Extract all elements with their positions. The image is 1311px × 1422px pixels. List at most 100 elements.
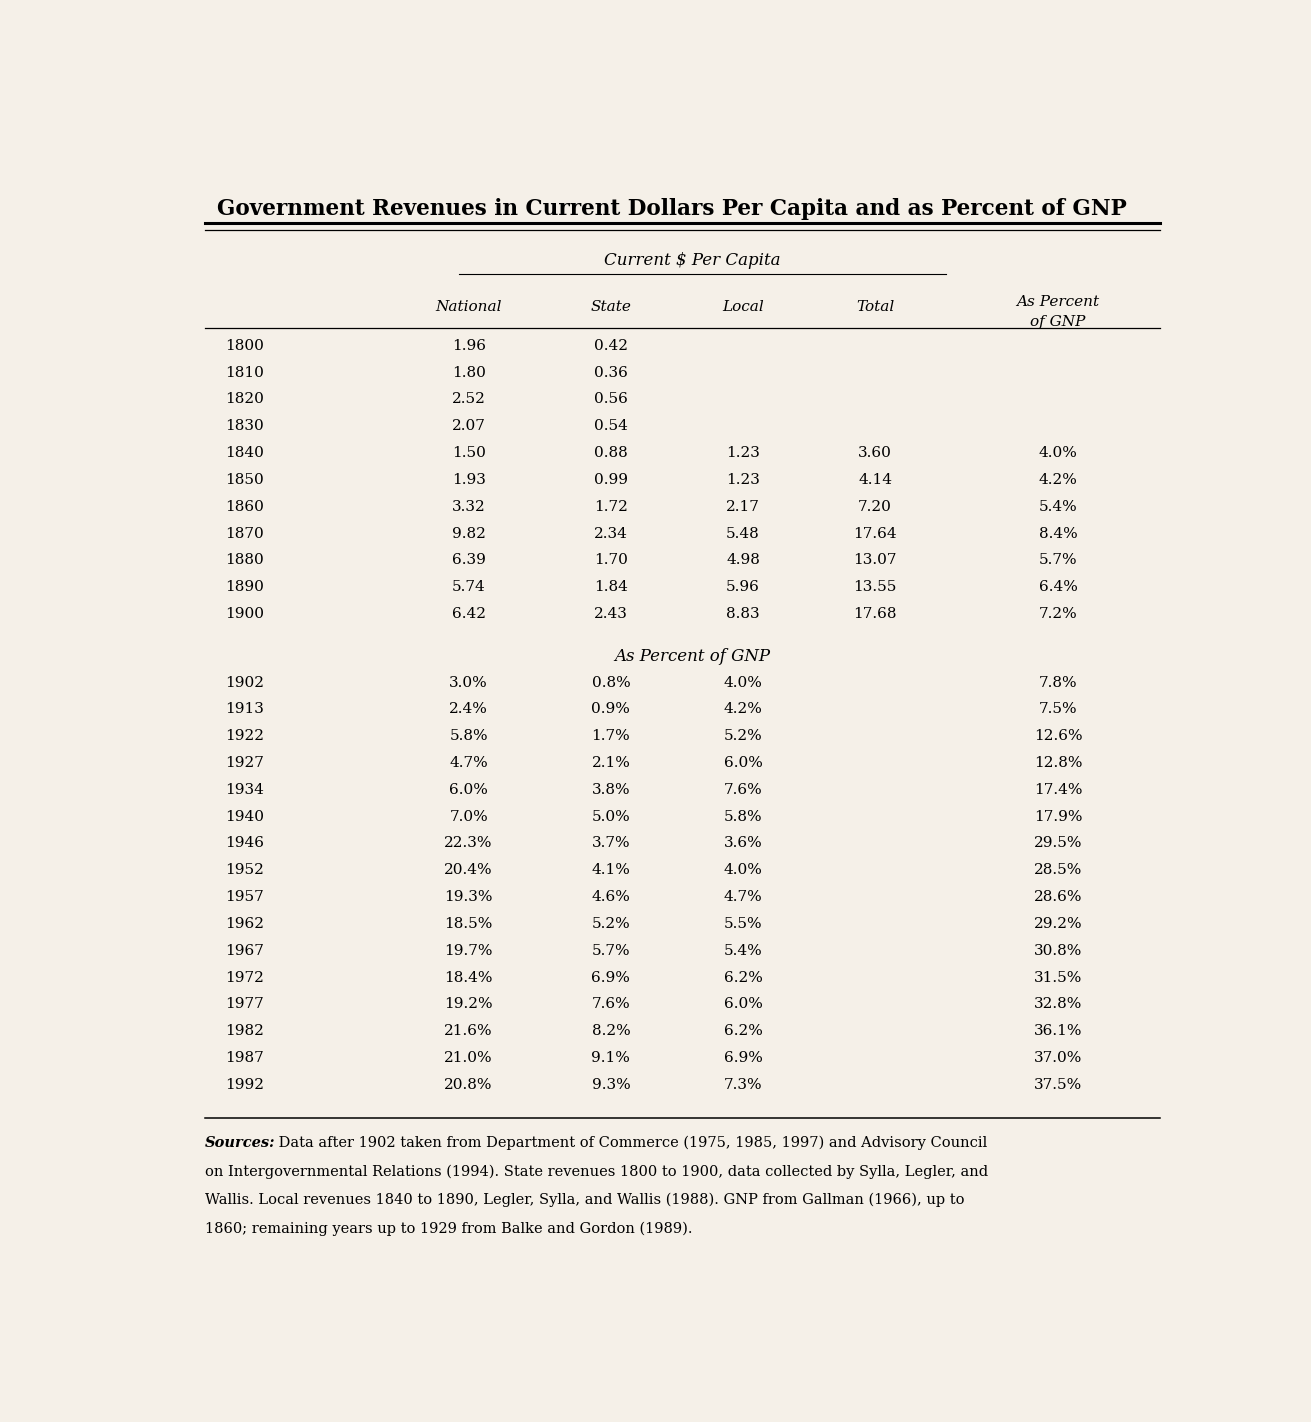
Text: Total: Total [856, 300, 894, 314]
Text: 6.42: 6.42 [452, 607, 485, 621]
Text: 31.5%: 31.5% [1034, 971, 1082, 984]
Text: 1977: 1977 [225, 997, 264, 1011]
Text: 37.5%: 37.5% [1034, 1078, 1082, 1092]
Text: 5.74: 5.74 [452, 580, 485, 594]
Text: 1870: 1870 [225, 526, 264, 540]
Text: 8.4%: 8.4% [1038, 526, 1078, 540]
Text: 1940: 1940 [225, 809, 264, 823]
Text: 1927: 1927 [225, 757, 264, 769]
Text: 1922: 1922 [225, 729, 264, 744]
Text: 6.2%: 6.2% [724, 971, 763, 984]
Text: 8.83: 8.83 [726, 607, 760, 621]
Text: 17.64: 17.64 [853, 526, 897, 540]
Text: 1810: 1810 [225, 365, 264, 380]
Text: 6.0%: 6.0% [724, 757, 763, 769]
Text: 29.2%: 29.2% [1033, 917, 1083, 931]
Text: 8.2%: 8.2% [591, 1024, 631, 1038]
Text: 18.5%: 18.5% [444, 917, 493, 931]
Text: 5.8%: 5.8% [724, 809, 762, 823]
Text: 6.0%: 6.0% [450, 784, 488, 796]
Text: 1.7%: 1.7% [591, 729, 631, 744]
Text: 5.2%: 5.2% [591, 917, 631, 931]
Text: 1987: 1987 [225, 1051, 264, 1065]
Text: 7.3%: 7.3% [724, 1078, 762, 1092]
Text: 1.70: 1.70 [594, 553, 628, 567]
Text: 6.0%: 6.0% [724, 997, 763, 1011]
Text: 7.8%: 7.8% [1038, 675, 1078, 690]
Text: 4.1%: 4.1% [591, 863, 631, 877]
Text: 2.34: 2.34 [594, 526, 628, 540]
Text: 13.07: 13.07 [853, 553, 897, 567]
Text: As Percent: As Percent [1016, 296, 1100, 310]
Text: 1902: 1902 [225, 675, 264, 690]
Text: 36.1%: 36.1% [1034, 1024, 1082, 1038]
Text: 5.7%: 5.7% [1038, 553, 1078, 567]
Text: 0.54: 0.54 [594, 419, 628, 434]
Text: 1.80: 1.80 [452, 365, 485, 380]
Text: 4.98: 4.98 [726, 553, 760, 567]
Text: 1913: 1913 [225, 702, 264, 717]
Text: 0.36: 0.36 [594, 365, 628, 380]
Text: 0.8%: 0.8% [591, 675, 631, 690]
Text: 1946: 1946 [225, 836, 264, 850]
Text: Data after 1902 taken from Department of Commerce (1975, 1985, 1997) and Advisor: Data after 1902 taken from Department of… [274, 1136, 987, 1150]
Text: Local: Local [722, 300, 764, 314]
Text: 12.8%: 12.8% [1034, 757, 1082, 769]
Text: 2.4%: 2.4% [450, 702, 488, 717]
Text: 6.39: 6.39 [452, 553, 485, 567]
Text: 7.2%: 7.2% [1038, 607, 1078, 621]
Text: As Percent of GNP: As Percent of GNP [615, 648, 770, 664]
Text: 4.0%: 4.0% [724, 863, 763, 877]
Text: 32.8%: 32.8% [1034, 997, 1082, 1011]
Text: 1962: 1962 [225, 917, 264, 931]
Text: 2.52: 2.52 [452, 392, 485, 407]
Text: 7.6%: 7.6% [724, 784, 763, 796]
Text: 5.96: 5.96 [726, 580, 760, 594]
Text: Current $ Per Capita: Current $ Per Capita [604, 252, 780, 269]
Text: 1880: 1880 [225, 553, 264, 567]
Text: 1860: 1860 [225, 499, 264, 513]
Text: 6.9%: 6.9% [724, 1051, 763, 1065]
Text: 5.5%: 5.5% [724, 917, 762, 931]
Text: 4.7%: 4.7% [450, 757, 488, 769]
Text: 4.6%: 4.6% [591, 890, 631, 904]
Text: 5.4%: 5.4% [1038, 499, 1078, 513]
Text: 28.5%: 28.5% [1034, 863, 1082, 877]
Text: 37.0%: 37.0% [1034, 1051, 1082, 1065]
Text: 1957: 1957 [225, 890, 264, 904]
Text: 1.93: 1.93 [452, 474, 485, 486]
Text: 28.6%: 28.6% [1034, 890, 1082, 904]
Text: 22.3%: 22.3% [444, 836, 493, 850]
Text: 1890: 1890 [225, 580, 264, 594]
Text: 9.3%: 9.3% [591, 1078, 631, 1092]
Text: 19.2%: 19.2% [444, 997, 493, 1011]
Text: Sources:: Sources: [205, 1136, 275, 1150]
Text: 9.1%: 9.1% [591, 1051, 631, 1065]
Text: on Intergovernmental Relations (1994). State revenues 1800 to 1900, data collect: on Intergovernmental Relations (1994). S… [205, 1165, 987, 1179]
Text: 1.72: 1.72 [594, 499, 628, 513]
Text: Wallis. Local revenues 1840 to 1890, Legler, Sylla, and Wallis (1988). GNP from : Wallis. Local revenues 1840 to 1890, Leg… [205, 1193, 964, 1207]
Text: 1934: 1934 [225, 784, 264, 796]
Text: 7.0%: 7.0% [450, 809, 488, 823]
Text: 3.60: 3.60 [859, 447, 891, 461]
Text: 21.0%: 21.0% [444, 1051, 493, 1065]
Text: 1952: 1952 [225, 863, 264, 877]
Text: 6.4%: 6.4% [1038, 580, 1078, 594]
Text: 2.1%: 2.1% [591, 757, 631, 769]
Text: 1967: 1967 [225, 944, 264, 958]
Text: 17.68: 17.68 [853, 607, 897, 621]
Text: 0.42: 0.42 [594, 338, 628, 353]
Text: National: National [435, 300, 502, 314]
Text: 0.88: 0.88 [594, 447, 628, 461]
Text: 0.56: 0.56 [594, 392, 628, 407]
Text: 5.0%: 5.0% [591, 809, 631, 823]
Text: 1850: 1850 [225, 474, 264, 486]
Text: 4.0%: 4.0% [1038, 447, 1078, 461]
Text: 5.8%: 5.8% [450, 729, 488, 744]
Text: 6.2%: 6.2% [724, 1024, 763, 1038]
Text: 1.23: 1.23 [726, 474, 760, 486]
Text: 3.8%: 3.8% [591, 784, 631, 796]
Text: 17.9%: 17.9% [1034, 809, 1082, 823]
Text: 20.8%: 20.8% [444, 1078, 493, 1092]
Text: Government Revenues in Current Dollars Per Capita and as Percent of GNP: Government Revenues in Current Dollars P… [218, 198, 1126, 220]
